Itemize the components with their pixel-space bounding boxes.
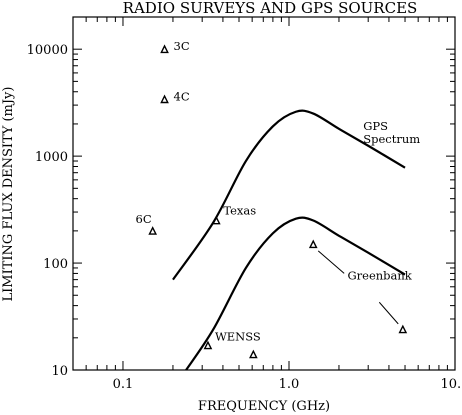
- data-point: [160, 94, 169, 104]
- gps-spectrum-curves: [172, 109, 406, 371]
- annotation-label: Greenbank: [347, 269, 412, 283]
- gps-spectrum-curve: [172, 109, 406, 281]
- data-point: [160, 44, 169, 54]
- point-label: 4C: [174, 89, 190, 103]
- annotation-label: GPS: [363, 119, 388, 133]
- y-tick-label: 10000: [27, 43, 68, 58]
- plot-frame: [72, 16, 456, 371]
- chart-title: RADIO SURVEYS AND GPS SOURCES: [123, 0, 418, 17]
- data-point: [203, 340, 213, 350]
- x-axis-label: FREQUENCY (GHz): [198, 399, 330, 414]
- x-tick-label: 10.0: [441, 377, 462, 392]
- data-point: [308, 239, 318, 249]
- point-label: 6C: [136, 212, 152, 226]
- x-tick-label: 1.0: [279, 377, 300, 392]
- annotation-line: [378, 301, 399, 325]
- y-tick-label: 10: [51, 364, 68, 379]
- annotation-lines: [317, 250, 399, 325]
- y-tick-label: 100: [43, 257, 68, 272]
- data-point: [148, 226, 158, 235]
- data-point: [249, 349, 258, 359]
- axis-ticks: 0.1 1.0 10.0 10 100 1000 10000: [27, 16, 462, 392]
- data-point: [398, 324, 408, 334]
- gps-spectrum-curve: [185, 216, 406, 371]
- x-tick-label: 0.1: [113, 377, 134, 392]
- annotation-line: [317, 250, 345, 274]
- point-label: 3C: [174, 39, 190, 53]
- annotation-label: Spectrum: [363, 132, 420, 146]
- survey-points: 3C 4C 6C Texas WENSS: [136, 39, 408, 359]
- point-label: Texas: [223, 204, 256, 218]
- data-point: [211, 215, 221, 225]
- y-tick-label: 1000: [35, 150, 68, 165]
- y-axis-label: LIMITING FLUX DENSITY (mJy): [1, 87, 16, 302]
- point-label: WENSS: [215, 329, 261, 343]
